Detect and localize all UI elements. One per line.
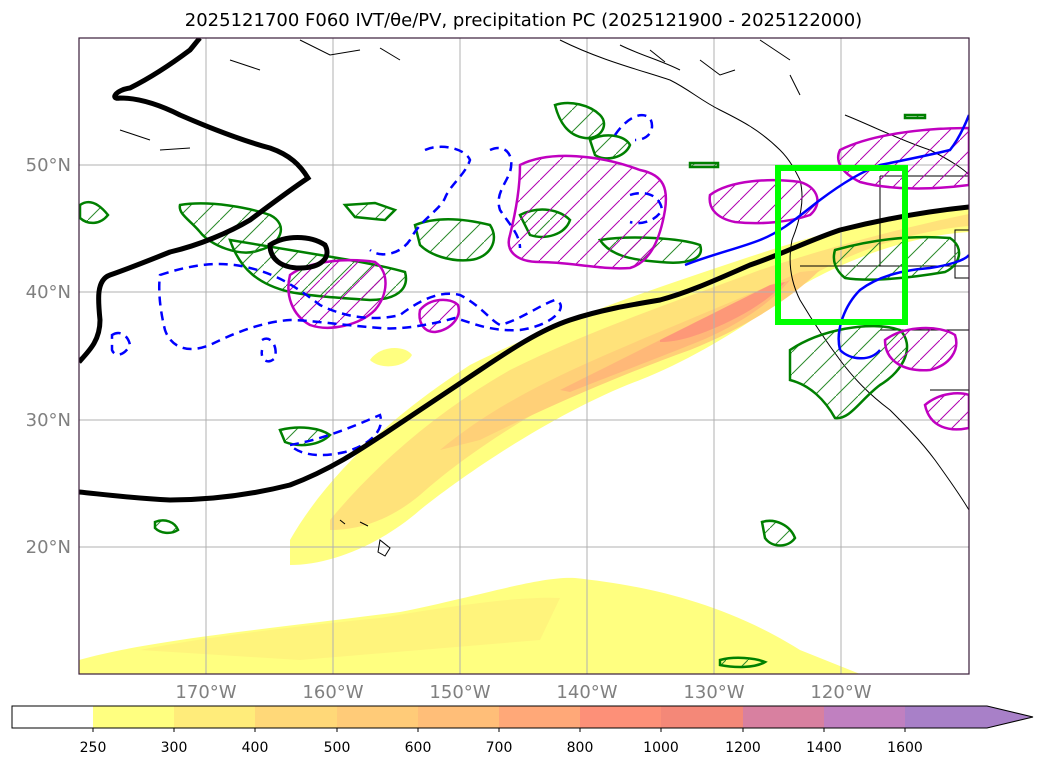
colorbar-labels: 250 300 400 500 600 700 800 1000 1200 14… bbox=[80, 740, 923, 756]
colorbar-label: 300 bbox=[161, 740, 188, 756]
colorbar-segment bbox=[824, 706, 905, 728]
colorbar: 250 300 400 500 600 700 800 1000 1200 14… bbox=[11, 705, 1034, 756]
lon-labels: 170°W 160°W 150°W 140°W 130°W 120°W bbox=[175, 682, 871, 703]
map-title: 2025121700 F060 IVT/θe/PV, precipitation… bbox=[184, 10, 863, 31]
lon-label: 130°W bbox=[683, 682, 744, 703]
lat-label: 40°N bbox=[26, 282, 71, 303]
colorbar-label: 1200 bbox=[725, 740, 761, 756]
lat-label: 30°N bbox=[26, 410, 71, 431]
colorbar-outline bbox=[11, 705, 1034, 729]
lon-label: 140°W bbox=[556, 682, 617, 703]
lon-label: 150°W bbox=[429, 682, 490, 703]
colorbar-segment bbox=[255, 706, 337, 728]
colorbar-segment bbox=[499, 706, 580, 728]
colorbar-segment bbox=[580, 706, 661, 728]
colorbar-label: 1400 bbox=[806, 740, 842, 756]
colorbar-ticks bbox=[92, 728, 906, 732]
colorbar-label: 700 bbox=[486, 740, 513, 756]
lat-labels: 50°N 40°N 30°N 20°N bbox=[26, 155, 71, 558]
colorbar-segment bbox=[93, 706, 174, 728]
colorbar-segment bbox=[418, 706, 499, 728]
colorbar-label: 400 bbox=[242, 740, 269, 756]
pv-contour bbox=[79, 38, 969, 503]
colorbar-segment bbox=[743, 706, 824, 728]
target-region-box bbox=[775, 165, 908, 325]
colorbar-label: 1000 bbox=[643, 740, 679, 756]
colorbar-segment bbox=[905, 706, 987, 728]
lon-label: 160°W bbox=[302, 682, 363, 703]
colorbar-segment bbox=[174, 706, 255, 728]
map-border bbox=[78, 37, 970, 675]
colorbar-label: 250 bbox=[80, 740, 107, 756]
colorbar-segment bbox=[337, 706, 418, 728]
lon-label: 170°W bbox=[175, 682, 236, 703]
precip-magenta-contours bbox=[287, 126, 969, 431]
colorbar-label: 800 bbox=[567, 740, 594, 756]
colorbar-label: 500 bbox=[324, 740, 351, 756]
colorbar-segment bbox=[12, 706, 93, 728]
colorbar-label: 600 bbox=[405, 740, 432, 756]
theta-e-dashed-contours bbox=[110, 113, 664, 457]
lat-label: 50°N bbox=[26, 155, 71, 176]
lon-label: 120°W bbox=[810, 682, 871, 703]
colorbar-segment bbox=[661, 706, 743, 728]
colorbar-label: 1600 bbox=[887, 740, 923, 756]
colorbar-extend-arrow bbox=[987, 706, 1033, 728]
lat-label: 20°N bbox=[26, 537, 71, 558]
